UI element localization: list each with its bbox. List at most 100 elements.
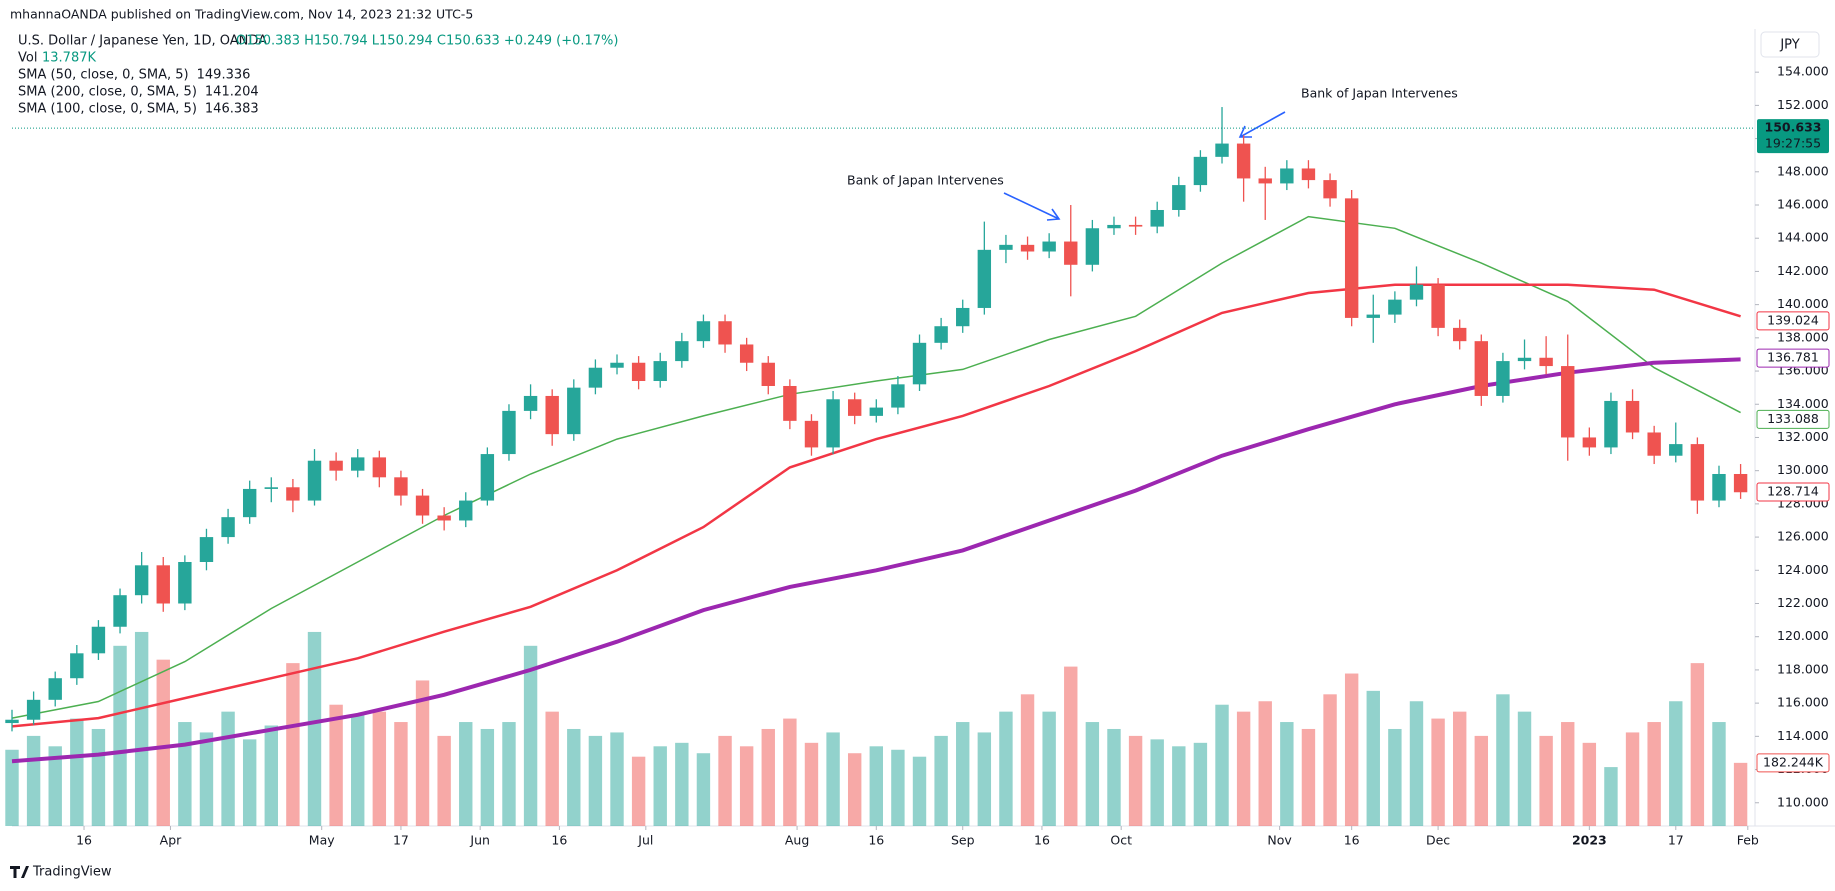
candle-body bbox=[48, 678, 62, 700]
y-tick-label: 138.000 bbox=[1777, 329, 1829, 344]
volume-bar bbox=[1647, 722, 1661, 826]
candle-body bbox=[696, 321, 711, 342]
volume-bar bbox=[696, 753, 711, 826]
arrow bbox=[1239, 111, 1286, 138]
volume-value: 13.787K bbox=[42, 51, 96, 66]
candle-body bbox=[1344, 198, 1359, 318]
candle-body bbox=[1539, 357, 1553, 367]
sma-line bbox=[11, 283, 1741, 728]
volume-bar bbox=[631, 756, 646, 826]
candle-body bbox=[1517, 357, 1532, 362]
volume-label-box bbox=[1756, 753, 1830, 773]
volume-bar bbox=[1020, 694, 1035, 826]
y-tick-label: 132.000 bbox=[1777, 429, 1829, 444]
volume-bar bbox=[113, 645, 127, 826]
volume-bar bbox=[1431, 718, 1445, 826]
price-label-box bbox=[1756, 311, 1830, 331]
candle-body bbox=[1193, 156, 1208, 186]
quote: O150.383 H150.794 L150.294 C150.633 +0.2… bbox=[236, 34, 618, 49]
brand-logo bbox=[10, 866, 29, 878]
x-tick-label: Apr bbox=[160, 833, 182, 848]
legend-value: 141.204 bbox=[205, 85, 259, 100]
candle-body bbox=[1690, 444, 1705, 501]
annotation: Bank of Japan Intervenes bbox=[1301, 86, 1458, 101]
volume-bar bbox=[1085, 722, 1100, 826]
volume-bar bbox=[415, 680, 430, 826]
candle-body bbox=[1453, 327, 1467, 342]
candle-body bbox=[891, 384, 905, 408]
volume-bar bbox=[329, 704, 343, 826]
candle-body bbox=[1604, 400, 1618, 448]
candle-body bbox=[480, 454, 495, 501]
candle-body bbox=[1042, 241, 1056, 252]
candle-body bbox=[264, 487, 278, 489]
volume-bar bbox=[1604, 767, 1618, 826]
price-label-box bbox=[1757, 119, 1829, 154]
legend-entry: SMA (200, close, 0, SMA, 5) bbox=[18, 85, 197, 100]
sma-line bbox=[11, 215, 1741, 719]
volume-bar bbox=[1344, 673, 1359, 826]
volume-bar bbox=[1496, 694, 1510, 826]
volume-bar bbox=[1193, 742, 1208, 826]
candle-body bbox=[329, 460, 343, 471]
volume-bar bbox=[307, 631, 322, 826]
volume-bar bbox=[1582, 742, 1597, 826]
countdown: 19:27:55 bbox=[1765, 136, 1821, 151]
y-tick-label: 154.000 bbox=[1777, 64, 1829, 79]
price-label-box bbox=[1756, 348, 1830, 368]
price-label: 133.088 bbox=[1767, 411, 1819, 426]
candle-body bbox=[307, 460, 322, 501]
volume-bar bbox=[48, 746, 62, 826]
x-tick-label: Dec bbox=[1426, 833, 1450, 848]
volume-bar bbox=[70, 718, 84, 826]
volume-bar bbox=[1733, 762, 1748, 826]
volume-bar bbox=[286, 663, 300, 826]
volume-bar bbox=[91, 728, 106, 826]
currency[interactable]: JPY bbox=[1779, 38, 1799, 53]
volume-bar bbox=[1625, 732, 1640, 826]
currency-button[interactable] bbox=[1760, 31, 1820, 58]
y-tick-label: 126.000 bbox=[1777, 529, 1829, 544]
annotation: Bank of Japan Intervenes bbox=[847, 173, 1004, 188]
candle-body bbox=[5, 719, 19, 724]
candle-body bbox=[1474, 341, 1489, 396]
x-tick-label: 16 bbox=[868, 833, 884, 848]
candle-body bbox=[847, 399, 862, 416]
volume-bar bbox=[739, 746, 754, 826]
volume-bar bbox=[1215, 704, 1229, 826]
arrow-head bbox=[1238, 125, 1252, 138]
candle-body bbox=[1496, 361, 1510, 396]
price-label-box bbox=[1756, 409, 1830, 429]
candle-body bbox=[1128, 224, 1143, 227]
volume-bar bbox=[1453, 711, 1467, 826]
y-tick-label: 116.000 bbox=[1777, 695, 1829, 710]
candle-body bbox=[242, 488, 257, 518]
volume-bar bbox=[761, 728, 775, 826]
volume-bar bbox=[1258, 701, 1272, 826]
y-tick-label: 146.000 bbox=[1777, 197, 1829, 212]
candle-body bbox=[178, 561, 192, 604]
y-tick-label: 130.000 bbox=[1777, 462, 1829, 477]
candle-body bbox=[739, 344, 754, 363]
candle-body bbox=[1020, 244, 1035, 252]
x-tick-label: Jul bbox=[637, 833, 653, 848]
volume-bar bbox=[199, 732, 214, 826]
candle-body bbox=[1388, 299, 1402, 315]
axes: 110.000112.000114.000116.000118.000120.0… bbox=[12, 64, 1830, 848]
legend-value: 149.336 bbox=[197, 68, 251, 83]
candle-body bbox=[999, 244, 1013, 250]
candle-body bbox=[1280, 168, 1294, 184]
volume-bar bbox=[5, 749, 19, 826]
candle-body bbox=[869, 407, 883, 416]
volume-bar bbox=[221, 711, 235, 826]
x-tick-label: 16 bbox=[551, 833, 567, 848]
candle-body bbox=[113, 595, 127, 627]
x-tick-label: 17 bbox=[393, 833, 409, 848]
candle-body bbox=[26, 699, 41, 720]
volume-bar bbox=[1042, 711, 1056, 826]
y-tick-label: 142.000 bbox=[1777, 263, 1829, 278]
volume-bar bbox=[372, 711, 387, 826]
volume-bar bbox=[1301, 728, 1316, 826]
candle-body bbox=[1258, 178, 1272, 184]
